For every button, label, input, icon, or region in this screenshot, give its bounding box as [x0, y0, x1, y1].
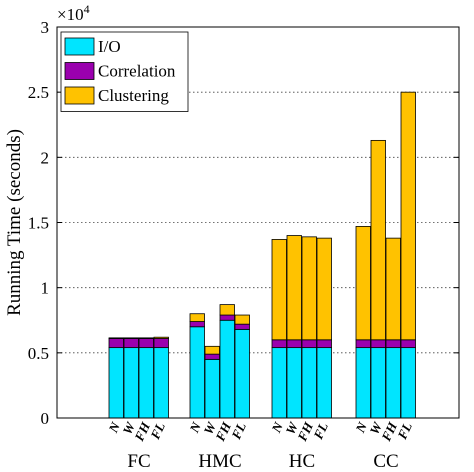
bar-segment-io — [138, 347, 154, 419]
bar-segment-clustering — [385, 237, 401, 341]
legend-swatch-io — [64, 37, 95, 56]
bar-segment-correlation — [271, 339, 287, 349]
bar-segment-correlation — [400, 339, 416, 349]
legend-label-correlation: Correlation — [98, 62, 176, 81]
bar-segment-clustering — [153, 336, 169, 339]
bars-layer — [108, 91, 416, 419]
bar-segment-io — [355, 347, 371, 419]
bar-segment-clustering — [370, 139, 386, 341]
bar-segment-clustering — [204, 345, 220, 355]
legend-swatch-clustering — [64, 86, 95, 105]
bar-segment-correlation — [153, 338, 169, 349]
legend: I/O Correlation Clustering — [60, 31, 189, 112]
bar-segment-correlation — [189, 321, 205, 328]
bar-segment-clustering — [316, 237, 332, 341]
bar-segment-correlation — [370, 339, 386, 349]
grid-lines — [57, 91, 459, 354]
bar-segment-correlation — [138, 338, 154, 349]
y-axis-multiplier-exponent: 4 — [84, 2, 90, 16]
bar-segment-io — [108, 347, 124, 419]
y-axis-multiplier-base: ×10 — [57, 5, 84, 24]
bar-segment-io — [234, 328, 250, 419]
legend-label-clustering: Clustering — [98, 86, 169, 105]
bar-segment-clustering — [219, 304, 235, 316]
group-label: CC — [373, 451, 398, 472]
bar-segment-correlation — [108, 338, 124, 349]
y-tick-label: 3 — [41, 18, 50, 37]
bar-segment-io — [286, 347, 302, 419]
bar-label: FL — [147, 420, 168, 442]
bar-segment-io — [153, 347, 169, 419]
group-label: HMC — [198, 451, 241, 472]
y-tick-label: 1.5 — [28, 214, 49, 233]
bar-segment-io — [316, 347, 332, 419]
bar-segment-correlation — [204, 353, 220, 360]
legend-label-io: I/O — [98, 37, 121, 56]
bar-segment-correlation — [301, 339, 317, 349]
bar-segment-correlation — [385, 339, 401, 349]
bar-segment-clustering — [138, 337, 154, 339]
bar-segment-correlation — [234, 323, 250, 330]
bar-segment-io — [301, 347, 317, 419]
bar-segment-io — [189, 326, 205, 419]
bar-segment-io — [219, 319, 235, 419]
bar-label: FL — [228, 420, 249, 442]
bar-segment-io — [370, 347, 386, 419]
bar-segment-correlation — [355, 339, 371, 349]
bar-segment-io — [400, 347, 416, 419]
bar-segment-clustering — [301, 236, 317, 341]
y-tick-label: 0.5 — [28, 344, 49, 363]
bar-segment-clustering — [189, 313, 205, 322]
group-label: FC — [127, 451, 150, 472]
y-axis-label: Running Time (seconds) — [4, 129, 25, 316]
bar-label: FL — [394, 420, 415, 442]
bar-segment-clustering — [123, 337, 139, 339]
y-tick-label: 2 — [41, 148, 50, 167]
bar-segment-clustering — [234, 314, 250, 325]
y-tick-label: 0 — [41, 409, 50, 428]
bar-segment-io — [204, 358, 220, 419]
y-axis-multiplier: ×104 — [57, 2, 90, 24]
bar-segment-correlation — [219, 314, 235, 321]
legend-swatch-correlation — [64, 62, 95, 80]
bar-segment-correlation — [316, 339, 332, 349]
y-tick-label: 1 — [41, 279, 50, 298]
bar-segment-correlation — [123, 338, 139, 349]
bar-segment-clustering — [108, 337, 124, 339]
y-tick-label: 2.5 — [28, 83, 49, 102]
group-label: HC — [289, 451, 315, 472]
bar-segment-clustering — [400, 91, 416, 341]
bar-segment-io — [123, 347, 139, 419]
bar-label: FL — [310, 420, 331, 442]
bar-segment-io — [271, 347, 287, 419]
bar-segment-clustering — [286, 235, 302, 341]
bar-segment-correlation — [286, 339, 302, 349]
bar-segment-io — [385, 347, 401, 419]
bar-segment-clustering — [355, 226, 371, 341]
bar-segment-clustering — [271, 239, 287, 341]
y-axis-ticks: 0 0.5 1 1.5 2 2.5 3 — [28, 18, 459, 428]
